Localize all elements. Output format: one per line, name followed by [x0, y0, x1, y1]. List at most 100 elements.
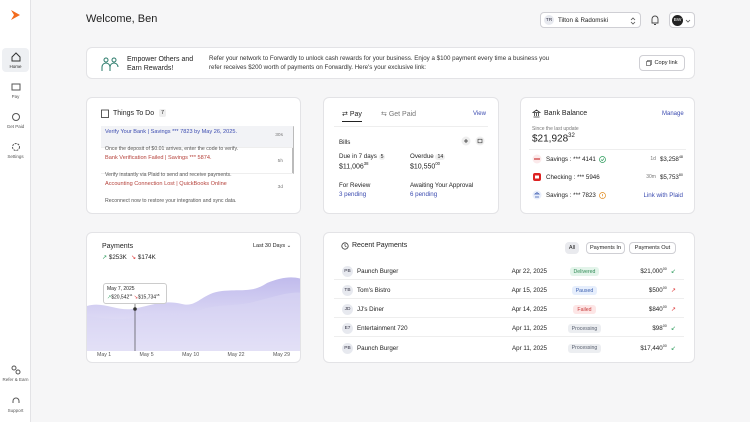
cents: 48 — [678, 154, 683, 159]
payment-row[interactable]: PB Paunch Burger Apr 11, 2025 Processing $17… — [334, 340, 684, 356]
payee-name: Tom's Bistro — [357, 287, 391, 294]
org-initials: TR — [544, 15, 554, 25]
todo-item-time: 3d — [277, 185, 283, 190]
warning-icon — [599, 191, 606, 199]
status-cell: Processing — [547, 343, 622, 353]
todo-item-text: Verify instantly via Plaid to send and r… — [105, 172, 232, 178]
payment-date: Apr 14, 2025 — [511, 306, 547, 313]
bank-icon — [532, 109, 541, 118]
range-select[interactable]: Last 30 Days ⌄ — [253, 243, 292, 249]
payee-initials: JD — [342, 304, 353, 315]
referral-banner: Empower Others and Earn Rewards! Refer y… — [86, 47, 695, 79]
account-row: Savings : *** 7823 Link with Plaid — [521, 188, 694, 202]
tab-label: Pay — [349, 111, 362, 118]
amount: $253K — [108, 254, 127, 261]
payment-date: Apr 11, 2025 — [512, 325, 547, 332]
nav-support[interactable]: Support — [2, 396, 29, 413]
bank-title: Bank Balance — [544, 110, 588, 117]
payment-amount: $17,44000 — [640, 344, 667, 352]
cents: 00 — [662, 324, 667, 329]
payment-row[interactable]: JD JJ's Diner Apr 14, 2025 Failed $84000 ↗ — [334, 302, 684, 318]
todo-item[interactable]: Bank Verification Failed | Savings *** 5… — [101, 152, 293, 178]
nav-label: Get Paid — [6, 124, 25, 129]
filter-in[interactable]: Payments In — [586, 242, 625, 254]
x-axis: May 1 May 5 May 10 May 22 May 29 — [97, 352, 290, 358]
recent-card: Recent Payments All Payments In Payments… — [323, 232, 695, 363]
payee-initials: TB — [342, 285, 353, 296]
org-select[interactable]: TR Tilton & Radomski — [540, 12, 641, 28]
todo-title: Things To Do — [113, 110, 155, 117]
tab-get-paid[interactable]: ⇆ Get Paid — [381, 111, 417, 118]
account-age: 1d — [650, 156, 656, 162]
copy-link-button[interactable]: Copy link — [639, 55, 685, 71]
overdue-amount: $10,55000 — [410, 161, 440, 170]
cents: 80 — [678, 172, 683, 177]
payee-initials: PB — [342, 266, 353, 277]
cents: 38 — [363, 161, 369, 166]
filter-out[interactable]: Payments Out — [629, 242, 676, 254]
plaid-link[interactable]: Link with Plaid — [643, 191, 683, 199]
account-row: Savings : *** 4141 1d $3,25848 — [521, 152, 694, 166]
nav-home[interactable]: Home — [2, 48, 29, 72]
payment-row[interactable]: E7 Entertainment 720 Apr 11, 2025 Processin… — [334, 321, 684, 337]
button-label: Copy link — [654, 60, 678, 66]
out-total: ↘ $174K — [131, 254, 156, 261]
tab-label: Get Paid — [388, 111, 417, 118]
total-balance: $21,92832 — [532, 133, 575, 144]
status-cell: Processing — [547, 324, 622, 333]
review-label: For Review — [339, 182, 371, 189]
amount: $21,000 — [640, 268, 663, 276]
nav-label: Home — [9, 64, 22, 69]
todo-item-title: Verify Your Bank | Savings *** 7823 by M… — [105, 129, 238, 135]
nav-label: Settings — [7, 154, 24, 159]
amount: $5,753 — [659, 174, 679, 182]
amount: $174K — [137, 254, 156, 261]
verified-icon — [599, 155, 606, 163]
account-name: Savings : *** 4141 — [546, 155, 596, 163]
user-menu[interactable]: BW — [669, 12, 695, 28]
status-badge: Failed — [573, 305, 596, 314]
todo-item-time: 30s — [275, 133, 283, 138]
approval-value[interactable]: 6 pending — [410, 191, 438, 198]
nav-refer[interactable]: Refer & Earn — [2, 365, 29, 382]
nav-pay[interactable]: Pay — [2, 82, 29, 99]
filter-all[interactable]: All — [565, 242, 579, 254]
todo-icon — [101, 109, 109, 118]
chevron — [630, 17, 636, 25]
payment-row[interactable]: TB Tom's Bistro Apr 15, 2025 Paused $50000 ↗ — [334, 283, 684, 299]
calendar[interactable] — [475, 136, 485, 146]
manage-link[interactable]: Manage — [662, 111, 684, 117]
cents: 00 — [435, 161, 440, 166]
due-amount: $11,00638 — [339, 161, 368, 170]
tab-pay[interactable]: ⇄ Pay — [342, 110, 362, 122]
range-label: Last 30 Days — [253, 243, 286, 249]
nav-settings[interactable]: Settings — [2, 142, 29, 159]
bank-card: Bank Balance Manage Since the last updat… — [520, 97, 695, 214]
nav-label: Refer & Earn — [2, 377, 29, 382]
sidebar: Home Pay Get Paid Settings Refer & Earn … — [0, 0, 31, 422]
area-chart — [87, 277, 300, 351]
status-badge: Processing — [567, 324, 602, 333]
todo-item[interactable]: Accounting Connection Lost | QuickBooks … — [101, 178, 293, 204]
notifications[interactable] — [648, 13, 662, 27]
overdue-count: 14 — [435, 154, 446, 160]
todo-item[interactable]: Verify Your Bank | Savings *** 7823 by M… — [101, 126, 293, 152]
todo-item-title: Accounting Connection Lost | QuickBooks … — [105, 181, 227, 187]
todo-item-time: 5h — [277, 159, 283, 164]
payment-row[interactable]: PB Paunch Burger Apr 22, 2025 Delivered $21,… — [334, 264, 684, 280]
review-value[interactable]: 3 pending — [339, 191, 367, 198]
payment-amount: $50000 — [649, 286, 667, 294]
tooltip-out: $15,734 — [138, 294, 157, 301]
payee-initials: E7 — [342, 323, 353, 334]
view-link[interactable]: View — [473, 111, 486, 117]
amount: $11,006 — [339, 163, 364, 171]
payment-date: Apr 15, 2025 — [511, 287, 547, 294]
banner-title: Empower Others and Earn Rewards! — [127, 56, 194, 72]
account-logo — [532, 190, 542, 200]
add-bill[interactable] — [461, 136, 471, 146]
pay-card: ⇄ Pay ⇆ Get Paid View Bills Due in 7 day… — [323, 97, 499, 214]
nav-get-paid[interactable]: Get Paid — [2, 112, 29, 129]
cents: 00 — [662, 267, 667, 272]
amount: $21,928 — [532, 133, 569, 145]
